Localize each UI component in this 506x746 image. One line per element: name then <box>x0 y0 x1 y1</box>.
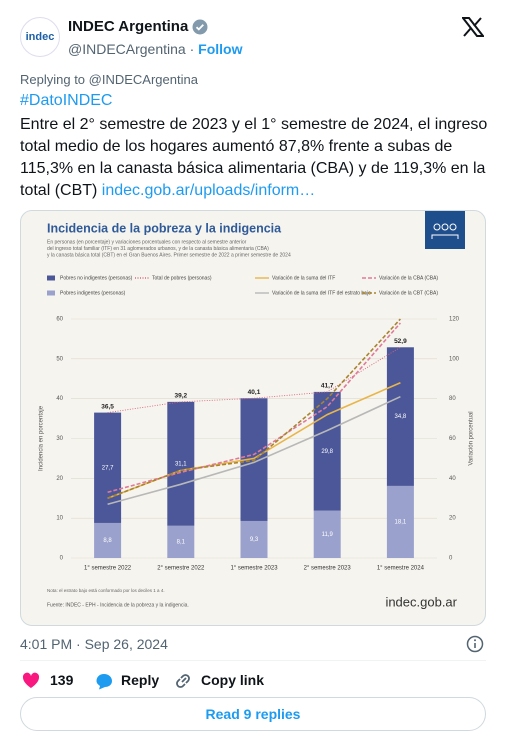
total-value-label: 41,7 <box>321 383 334 390</box>
reply-button[interactable]: Reply <box>121 672 160 688</box>
x-tick-label: 2° semestre 2023 <box>304 566 352 572</box>
reply-context: Replying to @INDECArgentina <box>20 72 198 87</box>
bar <box>386 347 414 486</box>
avatar[interactable]: indec <box>20 17 60 57</box>
total-value-label: 36,5 <box>101 403 114 410</box>
legend-swatch <box>47 290 55 296</box>
y2-axis-label: Variación porcentual <box>469 411 475 465</box>
bar <box>240 520 268 558</box>
y-tick-label: 30 <box>56 436 63 442</box>
x-tick-label: 2° semestre 2022 <box>157 566 205 572</box>
card-top <box>21 211 485 213</box>
link[interactable]: indec.gob.ar/uploads/inform… <box>101 182 316 199</box>
legend-label: Variación de la CBT (CBA) <box>379 290 438 296</box>
chart-subtitle: del ingreso total familiar (ITF) en 31 a… <box>47 246 269 252</box>
y2-tick-label: 120 <box>449 317 460 323</box>
bar <box>386 485 414 558</box>
author[interactable]: INDEC Argentina <box>68 18 189 35</box>
logo-text: indec.gob.ar <box>385 594 457 609</box>
hashtag[interactable]: #DatoINDEC <box>20 92 113 109</box>
like-icon[interactable] <box>22 672 40 689</box>
like-count[interactable]: 139 <box>50 672 74 688</box>
y2-tick-label: 100 <box>449 356 460 362</box>
bar-value-label: 8,1 <box>177 539 186 545</box>
copy-link-icon[interactable] <box>174 672 192 690</box>
total-value-label: 52,9 <box>394 338 407 345</box>
y-tick-label: 10 <box>56 516 63 522</box>
handle[interactable]: @INDECArgentina <box>68 41 186 57</box>
x-tick-label: 1° semestre 2023 <box>230 566 278 572</box>
bar-value-label: 18,1 <box>395 520 407 526</box>
verified-badge <box>192 19 208 35</box>
bar-value-label: 34,8 <box>395 414 407 420</box>
y-tick-label: 40 <box>56 396 63 402</box>
total-value-label: 40,1 <box>248 389 261 396</box>
legend-swatch <box>47 275 55 281</box>
chart-note: Nota: el estrato bajo está conformado po… <box>47 588 165 593</box>
chart-subtitle: En personas (en porcentaje) y variacione… <box>47 239 247 245</box>
timestamp[interactable]: 4:01 PM · Sep 26, 2024 <box>20 636 168 652</box>
y-axis-label: Incidencia en porcentaje <box>39 405 45 471</box>
follow-button[interactable]: Follow <box>198 41 243 57</box>
y-tick-label: 20 <box>56 476 63 482</box>
legend-label: Pobres no indigentes (personas) <box>60 275 133 281</box>
divider <box>20 660 486 661</box>
bar <box>94 522 122 558</box>
bar <box>167 525 195 558</box>
tweet-text: Entre el 2° semestre de 2023 y el 1° sem… <box>20 116 488 199</box>
bar-value-label: 9,3 <box>250 537 259 543</box>
y-tick-label: 60 <box>56 317 63 323</box>
series-line <box>107 318 401 499</box>
copy-link-button[interactable]: Copy link <box>201 672 265 688</box>
bar <box>94 412 122 523</box>
chart-image[interactable]: Incidencia de la pobreza y la indigencia… <box>20 210 486 626</box>
y-tick-label: 0 <box>60 556 64 562</box>
bar-value-label: 8,8 <box>103 538 112 544</box>
chart-title: Incidencia de la pobreza y la indigencia <box>47 221 282 235</box>
chart-subtitle: y la canasta básica total (CBT) en el Gr… <box>47 252 291 258</box>
legend-label: Variación de la suma del ITF <box>272 275 335 281</box>
info-icon[interactable] <box>466 635 484 653</box>
bar-value-label: 11,9 <box>322 532 334 538</box>
y2-tick-label: 80 <box>449 396 456 402</box>
legend-label: Variación de la CBA (CBA) <box>379 275 438 281</box>
legend-label: Total de pobres (personas) <box>152 275 212 281</box>
bar-value-label: 31,1 <box>175 461 187 467</box>
bar <box>167 401 195 526</box>
series-line <box>107 322 402 494</box>
total-value-label: 39,2 <box>174 393 187 400</box>
bar-value-label: 27,7 <box>102 465 114 471</box>
legend-label: Pobres indigentes (personas) <box>60 290 126 296</box>
y2-tick-label: 20 <box>449 516 456 522</box>
y2-tick-label: 60 <box>449 436 456 442</box>
y2-tick-label: 0 <box>449 556 453 562</box>
bar-value-label: 29,8 <box>321 449 333 455</box>
x-logo[interactable] <box>462 17 484 37</box>
read-replies-button[interactable]: Read 9 replies <box>20 697 486 731</box>
y2-tick-label: 40 <box>449 476 456 482</box>
series-line <box>107 395 401 505</box>
x-tick-label: 1° semestre 2022 <box>84 566 132 572</box>
bar <box>313 510 341 558</box>
chart-source: Fuente: INDEC - EPH - Incidencia de la p… <box>47 602 189 608</box>
separator: · <box>189 41 195 57</box>
legend-label: Variación de la suma del ITF del estrato… <box>272 290 371 296</box>
x-tick-label: 1° semestre 2024 <box>377 566 425 572</box>
people-icon <box>431 223 459 239</box>
reply-icon[interactable] <box>95 672 113 690</box>
y-tick-label: 50 <box>56 356 63 362</box>
